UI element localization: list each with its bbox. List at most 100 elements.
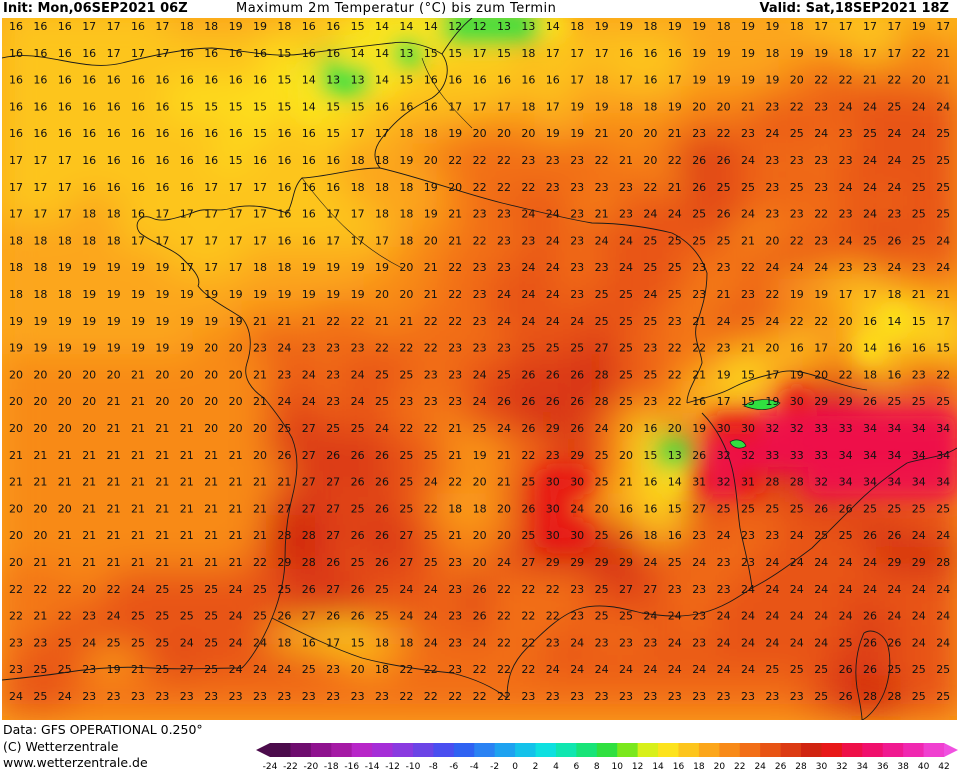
temperature-value: 22 (521, 449, 535, 462)
temperature-value: 24 (302, 395, 316, 408)
temperature-value: 34 (863, 422, 877, 435)
temperature-value: 24 (399, 583, 413, 596)
temperature-value: 20 (717, 100, 731, 113)
temperature-value: 24 (497, 556, 511, 569)
temperature-value: 24 (692, 556, 706, 569)
data-source-label: Data: GFS OPERATIONAL 0.250° (3, 722, 203, 737)
temperature-value: 19 (82, 342, 96, 355)
temperature-value: 34 (887, 449, 901, 462)
temperature-value: 24 (936, 261, 950, 274)
temperature-value: 21 (936, 74, 950, 87)
temperature-value: 24 (424, 583, 438, 596)
temperature-value: 24 (229, 610, 243, 623)
temperature-value: 18 (180, 20, 194, 33)
temperature-value: 25 (595, 288, 609, 301)
temperature-value: 33 (814, 422, 828, 435)
temperature-extreme-cell (441, 18, 469, 40)
colorbar-swatch (658, 743, 679, 757)
temperature-value: 23 (839, 208, 853, 221)
colorbar-tick-label: 38 (897, 762, 909, 772)
temperature-value: 24 (546, 663, 560, 676)
temperature-value: 17 (351, 208, 365, 221)
temperature-value: 16 (107, 127, 121, 140)
temperature-value: 16 (107, 181, 121, 194)
temperature-value: 25 (399, 368, 413, 381)
temperature-value: 23 (473, 342, 487, 355)
temperature-value: 19 (82, 261, 96, 274)
colorbar-swatch (331, 743, 353, 757)
temperature-extreme-cell (783, 441, 811, 469)
temperature-value: 24 (765, 556, 779, 569)
temperature-value: 22 (9, 583, 23, 596)
temperature-value: 16 (82, 74, 96, 87)
lake-geneva (743, 399, 781, 410)
temperature-value: 20 (82, 422, 96, 435)
temperature-value: 23 (82, 690, 96, 703)
temperature-value: 25 (595, 583, 609, 596)
border-france-east (379, 167, 708, 404)
temperature-value: 18 (58, 288, 72, 301)
temperature-value: 22 (473, 181, 487, 194)
temperature-value: 19 (741, 74, 755, 87)
temperature-value: 25 (668, 261, 682, 274)
temperature-value: 24 (765, 261, 779, 274)
temperature-value: 16 (619, 502, 633, 515)
temperature-value: 21 (107, 422, 121, 435)
temperature-value: 23 (570, 288, 584, 301)
temperature-value: 25 (375, 395, 389, 408)
temperature-value: 20 (33, 529, 47, 542)
temperature-value: 16 (643, 502, 657, 515)
temperature-value: 23 (570, 610, 584, 623)
temperature-value: 24 (595, 234, 609, 247)
website-link[interactable]: www.wetterzentrale.de (3, 755, 148, 770)
temperature-value: 16 (302, 154, 316, 167)
temperature-value: 24 (887, 261, 901, 274)
temperature-value: 22 (497, 690, 511, 703)
temperature-value: 19 (302, 261, 316, 274)
temperature-extreme-cell (514, 18, 542, 40)
temperature-value: 23 (717, 583, 731, 596)
temperature-value: 23 (717, 556, 731, 569)
temperature-value: 23 (351, 690, 365, 703)
temperature-value: 24 (473, 368, 487, 381)
temperature-value: 25 (204, 583, 218, 596)
temperature-value: 25 (741, 315, 755, 328)
colorbar-swatch (923, 743, 945, 757)
temperature-value: 27 (302, 502, 316, 515)
temperature-value: 31 (692, 476, 706, 489)
temperature-map[interactable]: 16 16 16 17 17 16 17 18 18 19 19 18 16 16 15 14 14 14 12 12… (2, 18, 957, 720)
temperature-value: 19 (229, 315, 243, 328)
temperature-value: 28 (277, 529, 291, 542)
temperature-value: 15 (668, 502, 682, 515)
temperature-value: 21 (229, 449, 243, 462)
temperature-value: 15 (277, 74, 291, 87)
temperature-value: 27 (326, 583, 340, 596)
colorbar-tip-right (944, 743, 958, 757)
temperature-extreme-cell (929, 414, 957, 442)
temperature-value: 21 (58, 556, 72, 569)
temperature-value: 22 (448, 690, 462, 703)
temperature-value: 24 (887, 127, 901, 140)
temperature-value: 21 (131, 395, 145, 408)
temperature-value: 16 (277, 234, 291, 247)
temperature-value: 16 (58, 20, 72, 33)
temperature-cell (924, 675, 957, 717)
temperature-value: 23 (473, 208, 487, 221)
temperature-value: 24 (765, 127, 779, 140)
temperature-value: 25 (643, 368, 657, 381)
temperature-value: 24 (839, 556, 853, 569)
colorbar-tick-label: 18 (693, 762, 705, 772)
temperature-value: 20 (375, 288, 389, 301)
temperature-value: 26 (887, 529, 901, 542)
temperature-value: 20 (521, 127, 535, 140)
temperature-value: 16 (131, 181, 145, 194)
temperature-value: 19 (82, 288, 96, 301)
temperature-value: 18 (277, 261, 291, 274)
temperature-extreme-cell (539, 468, 567, 496)
temperature-value: 26 (375, 476, 389, 489)
temperature-value: 23 (448, 663, 462, 676)
temperature-value: 22 (497, 663, 511, 676)
temperature-value: 20 (204, 422, 218, 435)
color-scale-legend: -24 -22 -20 -18 -16 -14 -12 -10 -8 -6 -4 -2 0 2 4 6 8 10 1… (256, 740, 958, 774)
temperature-value: 21 (668, 127, 682, 140)
